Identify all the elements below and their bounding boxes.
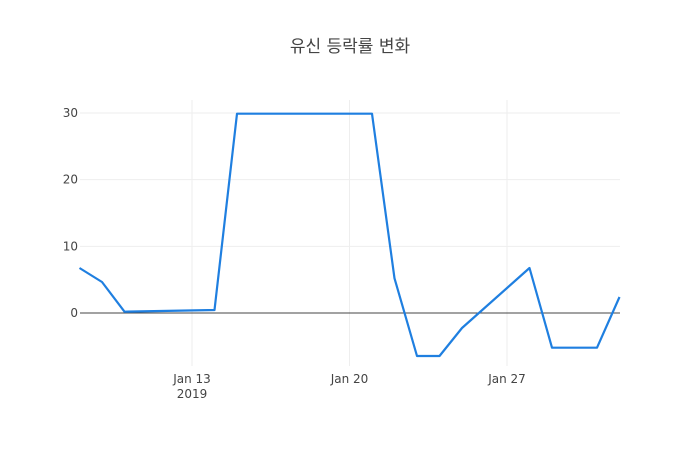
gridlines: [80, 100, 620, 366]
y-tick-label: 20: [63, 173, 78, 187]
x-tick-label: Jan 27: [487, 372, 526, 386]
x-tick-year: 2019: [177, 387, 208, 401]
y-tick-label: 0: [70, 306, 78, 320]
y-tick-label: 30: [63, 106, 78, 120]
chart-title: 유신 등락률 변화: [289, 37, 411, 57]
y-axis-ticks: 0 10 20 30: [63, 106, 78, 320]
data-line: [78, 112, 621, 358]
x-tick-label: Jan 13: [172, 372, 211, 386]
y-tick-label: 10: [63, 239, 78, 253]
x-tick-label: Jan 20: [330, 372, 369, 386]
